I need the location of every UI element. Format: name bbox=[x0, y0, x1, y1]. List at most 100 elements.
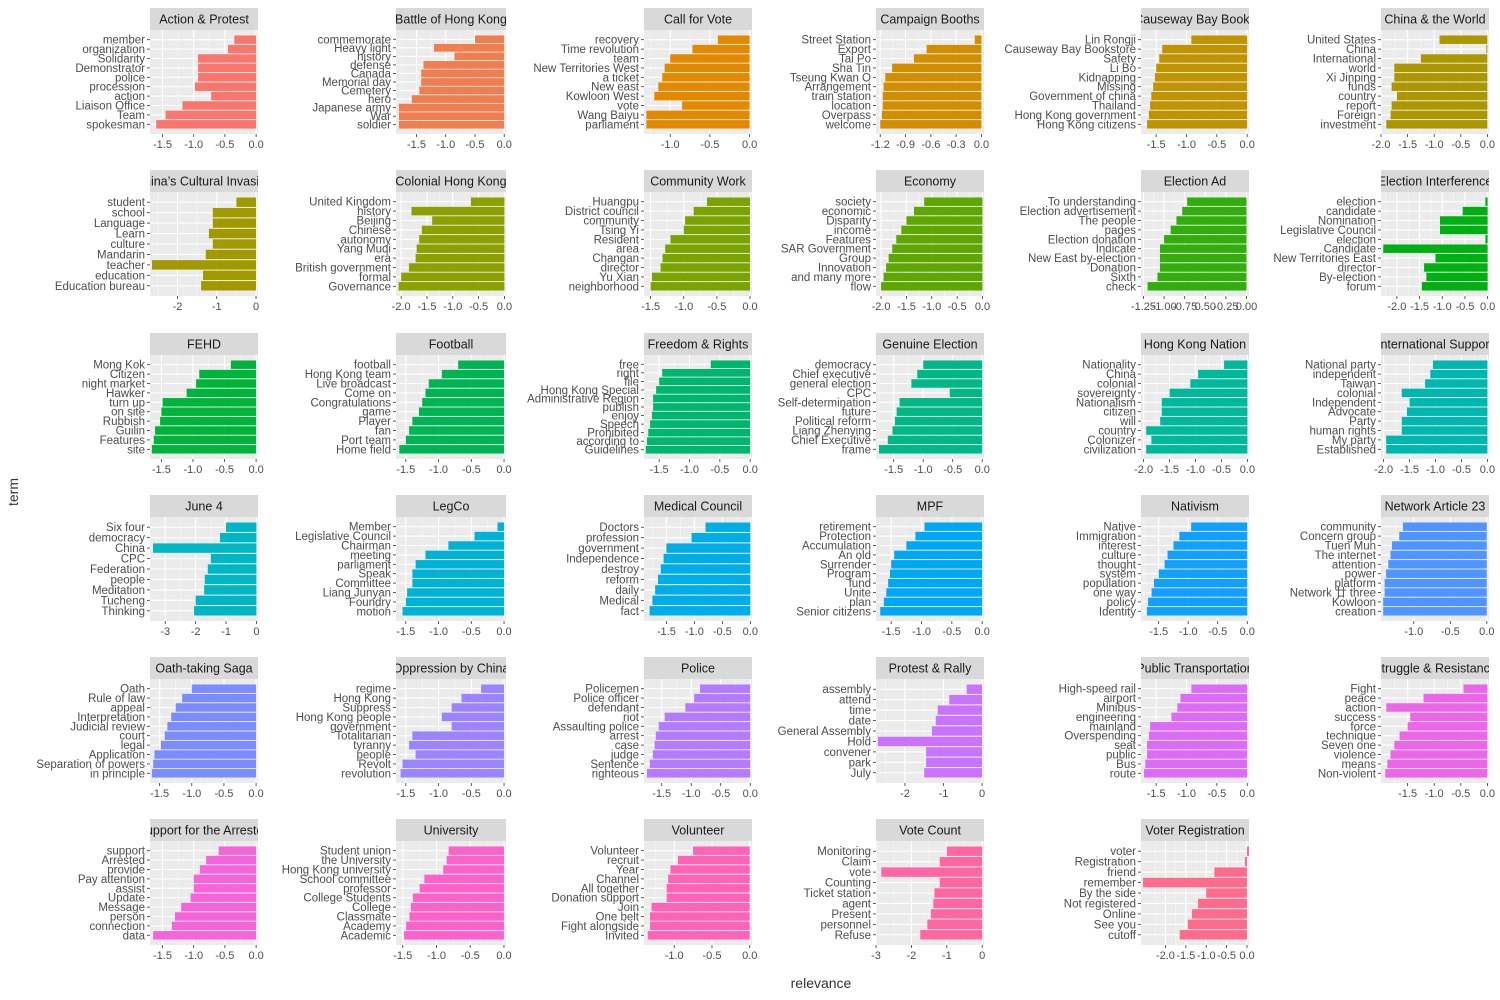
term-label: Chinese bbox=[349, 225, 391, 237]
bar bbox=[880, 120, 982, 129]
term-label: District council bbox=[565, 206, 639, 218]
term-label: Citizen bbox=[110, 369, 145, 381]
y-axis-title: term bbox=[5, 478, 21, 506]
term-label: Bus bbox=[1116, 759, 1136, 771]
x-tick-label: 0.0 bbox=[1239, 950, 1254, 962]
term-label: Suppress bbox=[342, 703, 391, 715]
facet-title: Volunteer bbox=[672, 824, 725, 838]
x-tick-label: -0.5 bbox=[702, 950, 721, 962]
bar bbox=[401, 272, 505, 282]
bar bbox=[212, 218, 257, 228]
bar bbox=[646, 120, 750, 129]
bar bbox=[660, 263, 751, 272]
bar bbox=[677, 855, 750, 865]
term-label: engineering bbox=[1076, 712, 1136, 724]
bar bbox=[154, 750, 257, 759]
bar bbox=[409, 912, 504, 921]
term-label: Assaulting police bbox=[553, 721, 639, 733]
term-label: judge bbox=[610, 750, 639, 762]
x-tick-label: 0.0 bbox=[1480, 301, 1495, 313]
bar bbox=[175, 703, 257, 712]
term-label: cutoff bbox=[1108, 930, 1137, 942]
facet-strip bbox=[396, 170, 506, 192]
term-label: Police officer bbox=[573, 693, 639, 705]
x-tick-label: -0.5 bbox=[707, 301, 726, 313]
term-label: tyranny bbox=[353, 740, 391, 752]
bar bbox=[882, 101, 982, 110]
bar bbox=[1439, 225, 1488, 235]
x-tick-label: -1.0 bbox=[427, 950, 446, 962]
x-tick-label: 0.0 bbox=[975, 464, 990, 476]
bar bbox=[151, 445, 257, 454]
bar bbox=[1401, 388, 1488, 398]
term-label: Hong Kong Special bbox=[541, 385, 639, 397]
term-label: right bbox=[617, 368, 640, 380]
x-tick-label: -1.5 bbox=[884, 464, 903, 476]
term-label: Sixth bbox=[1110, 272, 1136, 284]
x-tick-label: -1.0 bbox=[429, 626, 448, 638]
term-label: football bbox=[354, 360, 391, 372]
term-label: Senior citizens bbox=[796, 606, 871, 618]
term-label: Nationality bbox=[1082, 360, 1136, 372]
bar bbox=[190, 893, 257, 902]
term-label: the University bbox=[321, 855, 391, 867]
x-tick-label: -0.25 bbox=[1213, 301, 1238, 313]
x-tick-label: 0.0 bbox=[496, 950, 511, 962]
x-tick-label: -1.0 bbox=[1177, 139, 1196, 151]
bar bbox=[949, 388, 983, 398]
bar bbox=[474, 531, 505, 541]
x-tick-label: -1.0 bbox=[912, 626, 931, 638]
x-tick-label: -1.5 bbox=[152, 464, 171, 476]
term-label: Tai Po bbox=[839, 54, 871, 66]
bar bbox=[1407, 722, 1488, 731]
term-label: Judicial review bbox=[70, 721, 145, 733]
facet-title: Voter Registration bbox=[1145, 824, 1244, 838]
term-label: CPC bbox=[121, 554, 145, 566]
x-tick-label: -1.5 bbox=[650, 464, 669, 476]
term-label: Advocate bbox=[1328, 407, 1376, 419]
term-label: Come on bbox=[344, 388, 391, 400]
x-tick-label: -1.0 bbox=[922, 301, 941, 313]
term-label: future bbox=[842, 407, 871, 419]
bar bbox=[400, 769, 505, 778]
bar bbox=[181, 902, 257, 912]
term-label: Group bbox=[839, 253, 871, 265]
bar bbox=[405, 435, 505, 445]
facet-title: FEHD bbox=[187, 338, 221, 352]
term-label: culture bbox=[110, 239, 145, 251]
term-label: Nomination bbox=[1318, 216, 1376, 228]
x-tick-label: -1.0 bbox=[1425, 788, 1444, 800]
term-label: fact bbox=[620, 606, 639, 618]
bar bbox=[1147, 282, 1247, 291]
bar bbox=[706, 197, 751, 206]
bar bbox=[1150, 722, 1248, 731]
term-label: Chief executive bbox=[792, 369, 871, 381]
term-label: Tuen Mun bbox=[1325, 541, 1376, 553]
x-tick-label: -0.5 bbox=[1455, 301, 1474, 313]
term-label: court bbox=[119, 731, 145, 743]
bar bbox=[652, 750, 751, 759]
bar bbox=[883, 82, 982, 91]
facet-strip bbox=[644, 657, 752, 679]
x-tick-label: -0.5 bbox=[1217, 950, 1236, 962]
bar bbox=[1191, 909, 1247, 919]
facet-title: Election Interference bbox=[1378, 175, 1493, 189]
facet-title: Police bbox=[681, 662, 715, 676]
facet-title: Hong Kong Nation bbox=[1144, 338, 1246, 352]
bar bbox=[663, 553, 751, 564]
term-label: Policemen bbox=[585, 684, 639, 696]
term-label: Foreign bbox=[1337, 110, 1376, 122]
bar bbox=[889, 569, 983, 578]
bar bbox=[1161, 407, 1248, 416]
term-label: Disparity bbox=[826, 216, 871, 228]
x-tick-label: 0.0 bbox=[1480, 788, 1495, 800]
bar bbox=[432, 216, 505, 225]
x-tick-label: -0.3 bbox=[947, 139, 966, 151]
x-tick-label: -1 bbox=[221, 626, 231, 638]
bar bbox=[651, 411, 751, 420]
term-label: Application bbox=[89, 750, 145, 762]
x-tick-label: -0.5 bbox=[215, 464, 234, 476]
